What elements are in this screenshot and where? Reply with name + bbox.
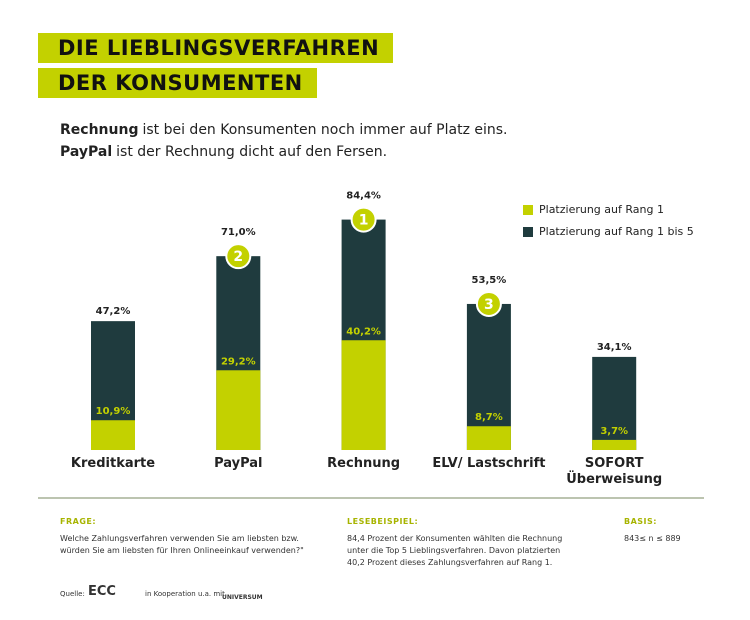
- value-label-light: 29,2%: [221, 356, 256, 367]
- value-label: 71,0%: [221, 227, 256, 238]
- legend-label: Platzierung auf Rang 1: [539, 203, 664, 216]
- bar: [341, 340, 386, 450]
- subtitle-bold: PayPal: [60, 144, 113, 160]
- legend-label: Platzierung auf Rang 1 bis 5: [539, 225, 694, 238]
- category-label: ELV/ Lastschrift: [432, 456, 546, 471]
- rank-number: 3: [484, 297, 494, 313]
- question-head: FRAGE:: [60, 517, 97, 526]
- category-label: Kreditkarte: [70, 456, 156, 471]
- value-label: 53,5%: [472, 275, 507, 286]
- rank-number: 1: [359, 213, 369, 229]
- ecc-logo: ECC: [88, 584, 116, 599]
- value-label: 47,2%: [96, 306, 131, 317]
- category-label: PayPal: [214, 456, 263, 471]
- rank-number: 2: [233, 249, 243, 265]
- basis-text: 843≤ n ≤ 889: [624, 534, 681, 543]
- rank-badge: [225, 243, 252, 270]
- category-label: Rechnung: [327, 456, 401, 471]
- category-label: SOFORT Überweisung: [566, 456, 663, 487]
- rank-badge: [350, 206, 377, 233]
- value-label-light: 10,9%: [96, 406, 131, 417]
- legend-swatch: [523, 227, 533, 237]
- legend-swatch: [523, 205, 533, 215]
- bar: [592, 356, 637, 450]
- bar: [216, 370, 261, 450]
- basis-head: BASIS:: [624, 517, 657, 526]
- value-label: 84,4%: [346, 191, 381, 202]
- universum-logo: UNIVERSUM: [222, 594, 263, 601]
- bar: [466, 426, 511, 450]
- example-head: LESEBEISPIEL:: [347, 517, 419, 526]
- subtitle-line: PayPal ist der Rechnung dicht auf den Fer…: [60, 144, 387, 160]
- title-line: DIE LIEBLINGSVERFAHREN: [38, 33, 394, 63]
- subtitle-bold: Rechnung: [60, 122, 139, 138]
- rank-badge: [475, 290, 502, 317]
- subtitle-text: ist bei den Konsumenten noch immer auf P…: [142, 122, 508, 138]
- subtitle-text: ist der Rechnung dicht auf den Fersen.: [116, 144, 388, 160]
- title-line: DER KONSUMENTEN: [38, 68, 317, 98]
- bar: [466, 303, 511, 450]
- value-label-light: 40,2%: [346, 326, 381, 337]
- value-label-light: 3,7%: [600, 426, 628, 437]
- cooperation-label: in Kooperation u.a. mit: [145, 590, 225, 598]
- source-label: Quelle:: [60, 590, 85, 598]
- subtitle-line: Rechnung ist bei den Konsumenten noch imm…: [60, 122, 508, 138]
- value-label-light: 8,7%: [475, 412, 503, 423]
- example-text: 84,4 Prozent der Konsumenten wählten die…: [347, 534, 563, 567]
- value-label: 34,1%: [597, 342, 632, 353]
- bar: [91, 420, 135, 450]
- question-text: Welche Zahlungsverfahren verwenden Sie a…: [60, 534, 304, 555]
- bar: [592, 439, 637, 450]
